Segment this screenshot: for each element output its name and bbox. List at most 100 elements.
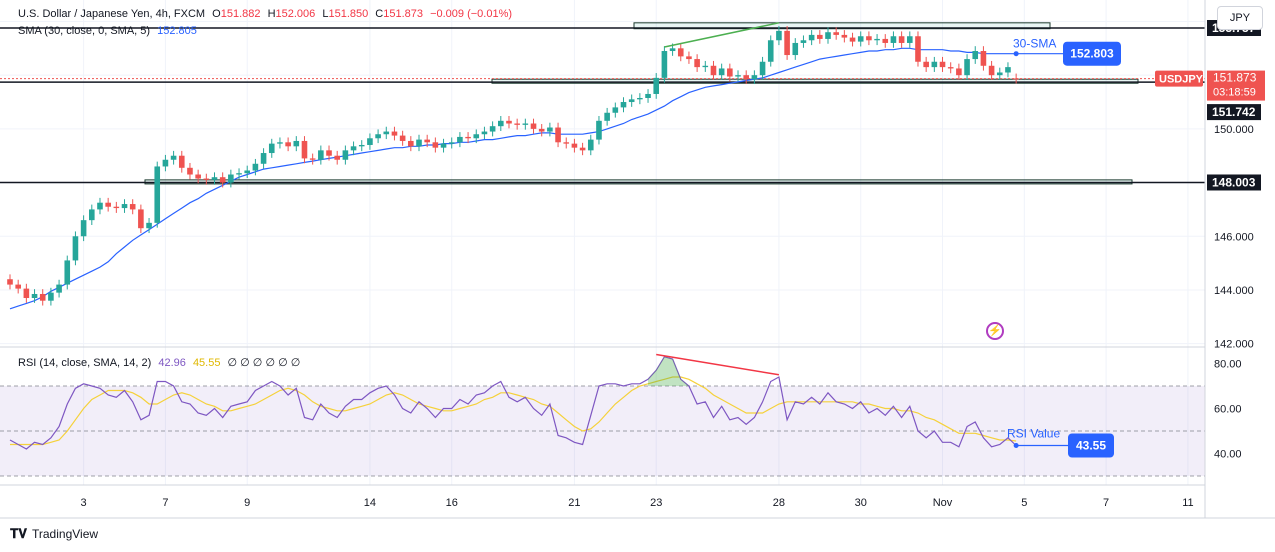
candle-body	[898, 36, 905, 43]
candle	[571, 138, 578, 153]
candle-body	[915, 36, 921, 62]
candle-body	[1013, 78, 1019, 80]
candle	[424, 134, 430, 148]
candle	[89, 204, 95, 225]
candle-body	[727, 68, 733, 77]
candle-body	[645, 93, 651, 98]
candle-body	[138, 209, 144, 229]
candle-body	[866, 36, 872, 41]
candle-body	[252, 163, 259, 171]
footer: 𝐓𝐕 TradingView	[10, 526, 98, 542]
candle-body	[15, 284, 21, 289]
rsi-line	[9, 356, 1017, 450]
rsi-axis-ticks: 40.00 60.00 80.00	[1214, 359, 1242, 461]
candle-body	[939, 61, 946, 68]
rsi-legend-label: RSI (14, close, SMA, 14, 2)	[18, 357, 152, 369]
candle	[710, 60, 717, 81]
candle-body	[743, 75, 749, 80]
candle-body	[555, 127, 561, 143]
candle	[268, 138, 275, 158]
candle	[64, 255, 71, 290]
candle	[162, 154, 169, 172]
candle	[792, 38, 799, 60]
candle-body	[219, 177, 226, 183]
symbol-tag-text: USDJPY	[1159, 74, 1204, 86]
candle	[857, 31, 864, 47]
candle	[498, 115, 504, 132]
candle-body	[506, 120, 512, 124]
candle-body	[547, 127, 553, 132]
candle	[97, 197, 103, 215]
candle	[1005, 62, 1011, 78]
candle	[211, 172, 218, 185]
candle	[301, 136, 308, 164]
candle-body	[514, 123, 520, 125]
candle-body	[121, 204, 128, 209]
time-tick-label: 9	[244, 497, 250, 509]
candle	[39, 289, 46, 306]
candle	[980, 46, 987, 71]
candle-body	[563, 142, 570, 144]
candle-body	[825, 32, 831, 39]
candle-body	[620, 102, 627, 108]
candle	[260, 148, 267, 169]
candle-body	[489, 126, 496, 132]
candle-body	[596, 120, 602, 140]
candle-body	[980, 51, 987, 66]
candle	[367, 133, 373, 150]
candle-body	[677, 48, 684, 57]
support-zone-upper	[491, 78, 1139, 84]
candle-body	[956, 68, 962, 76]
candle-body	[964, 59, 970, 76]
candle-body	[735, 75, 741, 77]
candle	[1013, 73, 1019, 84]
candle	[686, 51, 692, 64]
candle-body	[890, 36, 897, 43]
candle	[244, 165, 251, 179]
symbol-title[interactable]: U.S. Dollar / Japanese Yen, 4h, FXCM	[18, 8, 206, 20]
candle-body	[48, 292, 54, 301]
candle	[563, 137, 570, 149]
close-value: 151.873	[383, 8, 424, 20]
sma-legend[interactable]: SMA (30, close, 0, SMA, 5) 152.805	[18, 25, 201, 37]
candle	[170, 150, 177, 165]
candle-body	[481, 131, 488, 135]
price-tags: 153.757 USDJPY 151.873 03:18:59 151.742 …	[1155, 20, 1265, 191]
candle-body	[80, 220, 87, 237]
lightning-icon[interactable]: ⚡	[986, 322, 1004, 340]
price-tick-label: 150.000	[1214, 124, 1254, 136]
candle	[800, 35, 807, 48]
rsi-tick-label: 80.00	[1214, 359, 1242, 371]
candle-body	[432, 142, 439, 148]
candle	[203, 173, 210, 185]
candle	[293, 136, 300, 152]
candle-body	[751, 75, 758, 80]
candle-body	[260, 153, 267, 164]
time-tick-label: 5	[1021, 497, 1027, 509]
candle	[31, 289, 38, 303]
candle	[309, 153, 316, 165]
candle-body	[399, 135, 406, 141]
candle-body	[882, 38, 889, 43]
candle-body	[530, 123, 537, 129]
candle-body	[776, 30, 782, 41]
candle-body	[448, 142, 455, 144]
candle-body	[857, 36, 864, 42]
candle	[154, 161, 161, 228]
price-grid	[0, 0, 1205, 485]
candle	[448, 137, 455, 149]
rsi-callout-dot	[1013, 443, 1019, 449]
time-tick-label: 14	[364, 497, 376, 509]
candle	[350, 141, 357, 156]
currency-button[interactable]: JPY	[1217, 6, 1263, 30]
candle	[489, 121, 496, 137]
candle-body	[440, 143, 447, 148]
candle	[538, 124, 545, 137]
candle-body	[285, 142, 291, 147]
candle-body	[923, 61, 929, 68]
candle-body	[833, 32, 839, 35]
candle	[776, 26, 782, 46]
rsi-legend[interactable]: RSI (14, close, SMA, 14, 2) 42.96 45.55 …	[18, 356, 304, 369]
open-value: 151.882	[220, 8, 261, 20]
